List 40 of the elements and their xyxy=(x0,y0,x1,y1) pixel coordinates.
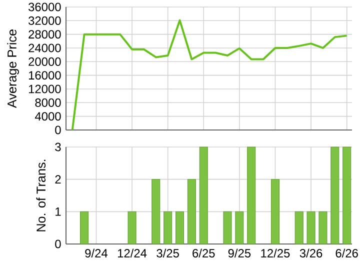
bar xyxy=(330,146,340,244)
y-tick-label: 16000 xyxy=(28,71,61,80)
bar xyxy=(318,211,328,244)
bar xyxy=(199,146,208,244)
bar xyxy=(164,211,172,244)
y-tick-label: 36000 xyxy=(28,2,61,12)
bar xyxy=(306,211,316,244)
bar xyxy=(176,211,184,244)
x-tick-label: 12/24 xyxy=(118,248,147,258)
x-tick-label: 9/25 xyxy=(228,248,251,258)
y-tick-label: 20000 xyxy=(28,57,61,66)
y-tick-label: 24000 xyxy=(28,44,61,52)
bar xyxy=(80,211,89,244)
y-axis-title: No. of Trans. xyxy=(36,160,46,232)
y-tick-label: 2 xyxy=(55,175,61,184)
x-tick-label: 12/25 xyxy=(261,248,290,258)
y-tick-label: 8000 xyxy=(35,98,61,107)
x-tick-label: 3/25 xyxy=(156,248,179,258)
y-tick-label: 1 xyxy=(56,208,61,216)
bar xyxy=(247,146,256,244)
bar xyxy=(235,211,244,244)
y-tick-label: 0 xyxy=(55,126,61,134)
y-tick-label: 32000 xyxy=(28,16,61,25)
bar xyxy=(294,211,304,244)
x-tick-label: 6/26 xyxy=(336,248,358,258)
y-tick-label: 28000 xyxy=(28,30,61,39)
y-tick-label: 12000 xyxy=(28,84,61,94)
bar xyxy=(270,179,280,244)
bar xyxy=(223,211,232,244)
bar xyxy=(152,179,160,244)
bar xyxy=(187,179,196,244)
x-tick-label: 3/26 xyxy=(300,248,322,258)
y-tick-label: 4000 xyxy=(34,112,61,121)
x-tick-label: 6/25 xyxy=(192,248,215,258)
y-tick-label: 3 xyxy=(55,142,61,152)
bar xyxy=(342,146,352,244)
y-axis-title: Average Price xyxy=(7,30,19,108)
x-tick-label: 9/24 xyxy=(85,248,108,258)
bar xyxy=(128,211,136,244)
y-tick-label: 0 xyxy=(55,240,61,248)
